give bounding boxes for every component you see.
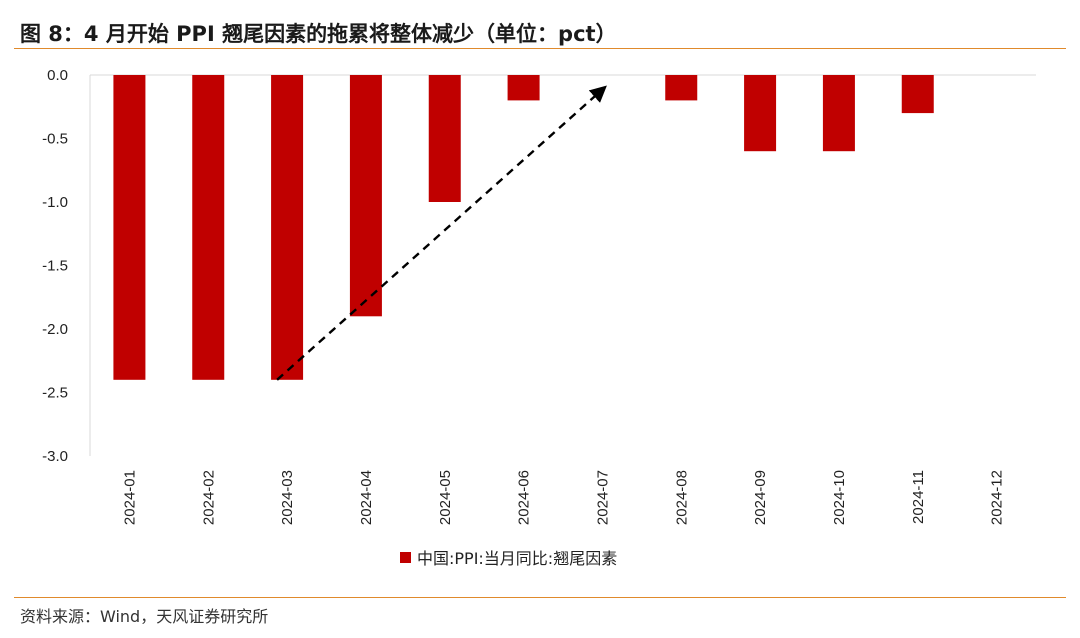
y-tick-label: -2.0 xyxy=(42,321,68,338)
bar-2024-06 xyxy=(507,75,540,101)
bar-2024-05 xyxy=(428,75,461,202)
legend-swatch xyxy=(400,551,411,563)
bar-2024-04 xyxy=(349,75,382,317)
x-axis-ticks: 2024-01 2024-02 2024-03 2024-04 2024-05 2024-… xyxy=(121,470,1005,525)
x-tick-label: 2024-04 xyxy=(358,470,375,525)
legend-label: 中国:PPI:当月同比:翘尾因素 xyxy=(417,549,618,568)
header-divider xyxy=(14,48,1066,49)
x-tick-label: 2024-07 xyxy=(594,470,611,525)
footer-divider xyxy=(14,597,1066,598)
x-tick-label: 2024-03 xyxy=(279,470,296,525)
x-tick-label: 2024-05 xyxy=(437,470,454,525)
x-tick-label: 2024-10 xyxy=(831,470,848,525)
bar-2024-02 xyxy=(192,75,225,380)
bar-2024-10 xyxy=(822,75,855,152)
bar-2024-01 xyxy=(113,75,146,380)
bar-2024-11 xyxy=(901,75,934,114)
x-tick-label: 2024-08 xyxy=(673,470,690,525)
y-tick-label: -1.0 xyxy=(42,194,68,211)
x-tick-label: 2024-12 xyxy=(989,470,1006,525)
x-tick-label: 2024-02 xyxy=(200,470,217,525)
bar-2024-09 xyxy=(744,75,777,152)
x-tick-label: 2024-09 xyxy=(752,470,769,525)
bar-2024-08 xyxy=(665,75,698,101)
y-tick-label: -2.5 xyxy=(42,385,68,402)
y-axis-ticks: 0.0 -0.5 -1.0 -1.5 -2.0 -2.5 -3.0 xyxy=(42,67,68,465)
x-tick-label: 2024-06 xyxy=(516,470,533,525)
y-tick-label: 0.0 xyxy=(47,67,68,84)
legend: 中国:PPI:当月同比:翘尾因素 xyxy=(400,545,617,569)
y-tick-label: -1.5 xyxy=(42,258,68,275)
chart-title: 图 8：4 月开始 PPI 翘尾因素的拖累将整体减少（单位：pct） xyxy=(20,22,617,46)
x-tick-label: 2024-11 xyxy=(910,470,927,524)
x-tick-label: 2024-01 xyxy=(121,470,138,525)
trend-arrow xyxy=(276,85,607,381)
bar-chart: 0.0-0.5-1.0-1.5-2.0-2.5-3.0 2024-01 2024-… xyxy=(42,67,1036,525)
y-tick-label: -3.0 xyxy=(42,448,68,465)
bar-series xyxy=(113,75,934,380)
source-note: 资料来源：Wind，天风证券研究所 xyxy=(20,607,269,626)
bar-2024-03 xyxy=(271,75,304,380)
y-tick-label: -0.5 xyxy=(42,131,68,148)
